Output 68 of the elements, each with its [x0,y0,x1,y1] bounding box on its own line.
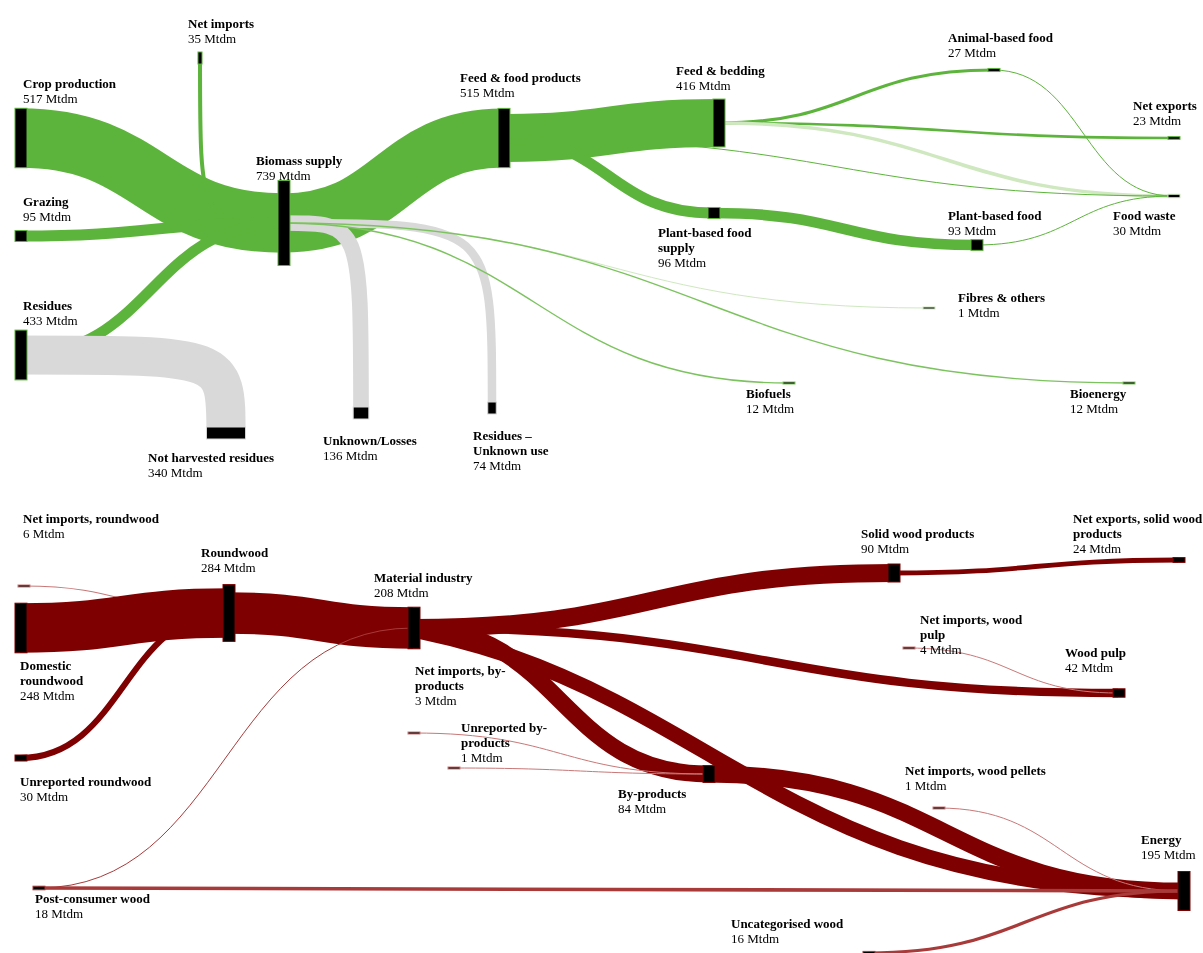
category-label: Energy [1141,832,1183,847]
data-label: 284 Mtdm [201,560,257,575]
category-label: Fibres & others [958,290,1047,305]
data-label: 1 Mtdm [958,305,1001,320]
data-label: 96 Mtdm [658,255,708,270]
category-label: Grazing [23,194,70,209]
data-label: 18 Mtdm [35,906,85,921]
data-label: 208 Mtdm [374,585,430,600]
category-label: Net imports, by-products [415,663,507,693]
category-label: Biomass supply [256,153,344,168]
category-label: By-products [618,786,688,801]
data-label: 739 Mtdm [256,168,312,183]
category-label: Feed & bedding [676,63,766,78]
data-label: 35 Mtdm [188,31,238,46]
data-label: 24 Mtdm [1073,541,1123,556]
data-label: 12 Mtdm [1070,401,1120,416]
data-label: 1 Mtdm [461,750,504,765]
category-label: Wood pulp [1065,645,1128,660]
data-label: 93 Mtdm [948,223,998,238]
data-label: 23 Mtdm [1133,113,1183,128]
data-label: 433 Mtdm [23,313,79,328]
category-label: Net exports [1133,98,1198,113]
data-label: 42 Mtdm [1065,660,1115,675]
category-label: Solid wood products [861,526,976,541]
category-label: Roundwood [201,545,270,560]
data-label: 30 Mtdm [20,789,70,804]
category-label: Net exports, solid wood products [1073,511,1203,541]
category-label: Not harvested residues [148,450,276,465]
category-label: Animal-based food [948,30,1055,45]
data-label: 248 Mtdm [20,688,76,703]
data-label: 1 Mtdm [905,778,948,793]
category-label: Unreported by-products [461,720,549,750]
category-label: Plant-based food [948,208,1043,223]
category-label: Domestic roundwood [20,658,85,688]
data-label: 136 Mtdm [323,448,379,463]
category-label: Net imports, wood pellets [905,763,1047,778]
data-label: 90 Mtdm [861,541,911,556]
category-label: Residues [23,298,74,313]
category-label: Plant-based food supply [658,225,753,255]
category-label: Bioenergy [1070,386,1128,401]
data-label: 3 Mtdm [415,693,458,708]
data-label: 27 Mtdm [948,45,998,60]
category-label: Post-consumer wood [35,891,151,906]
category-label: Unreported roundwood [20,774,153,789]
data-label: 12 Mtdm [746,401,796,416]
data-label: 4 Mtdm [920,642,963,657]
data-label: 16 Mtdm [731,931,781,946]
data-label: 30 Mtdm [1113,223,1163,238]
category-label: Net imports, roundwood [23,511,160,526]
category-label: Material industry [374,570,474,585]
data-label: 74 Mtdm [473,458,523,473]
data-label: 515 Mtdm [460,85,516,100]
data-label: 84 Mtdm [618,801,668,816]
data-label: 517 Mtdm [23,91,79,106]
data-label: 340 Mtdm [148,465,204,480]
category-label: Biofuels [746,386,792,401]
data-label: 95 Mtdm [23,209,73,224]
category-label: Feed & food products [460,70,582,85]
data-label: 416 Mtdm [676,78,732,93]
data-label: 6 Mtdm [23,526,66,541]
category-label: Residues – Unknown use [473,428,550,458]
category-label: Uncategorised wood [731,916,845,931]
category-label: Net imports [188,16,256,31]
category-label: Unknown/Losses [323,433,418,448]
data-label: 195 Mtdm [1141,847,1197,862]
category-label: Net imports, wood pulp [920,612,1024,642]
category-label: Crop production [23,76,118,91]
category-label: Food waste [1113,208,1177,223]
